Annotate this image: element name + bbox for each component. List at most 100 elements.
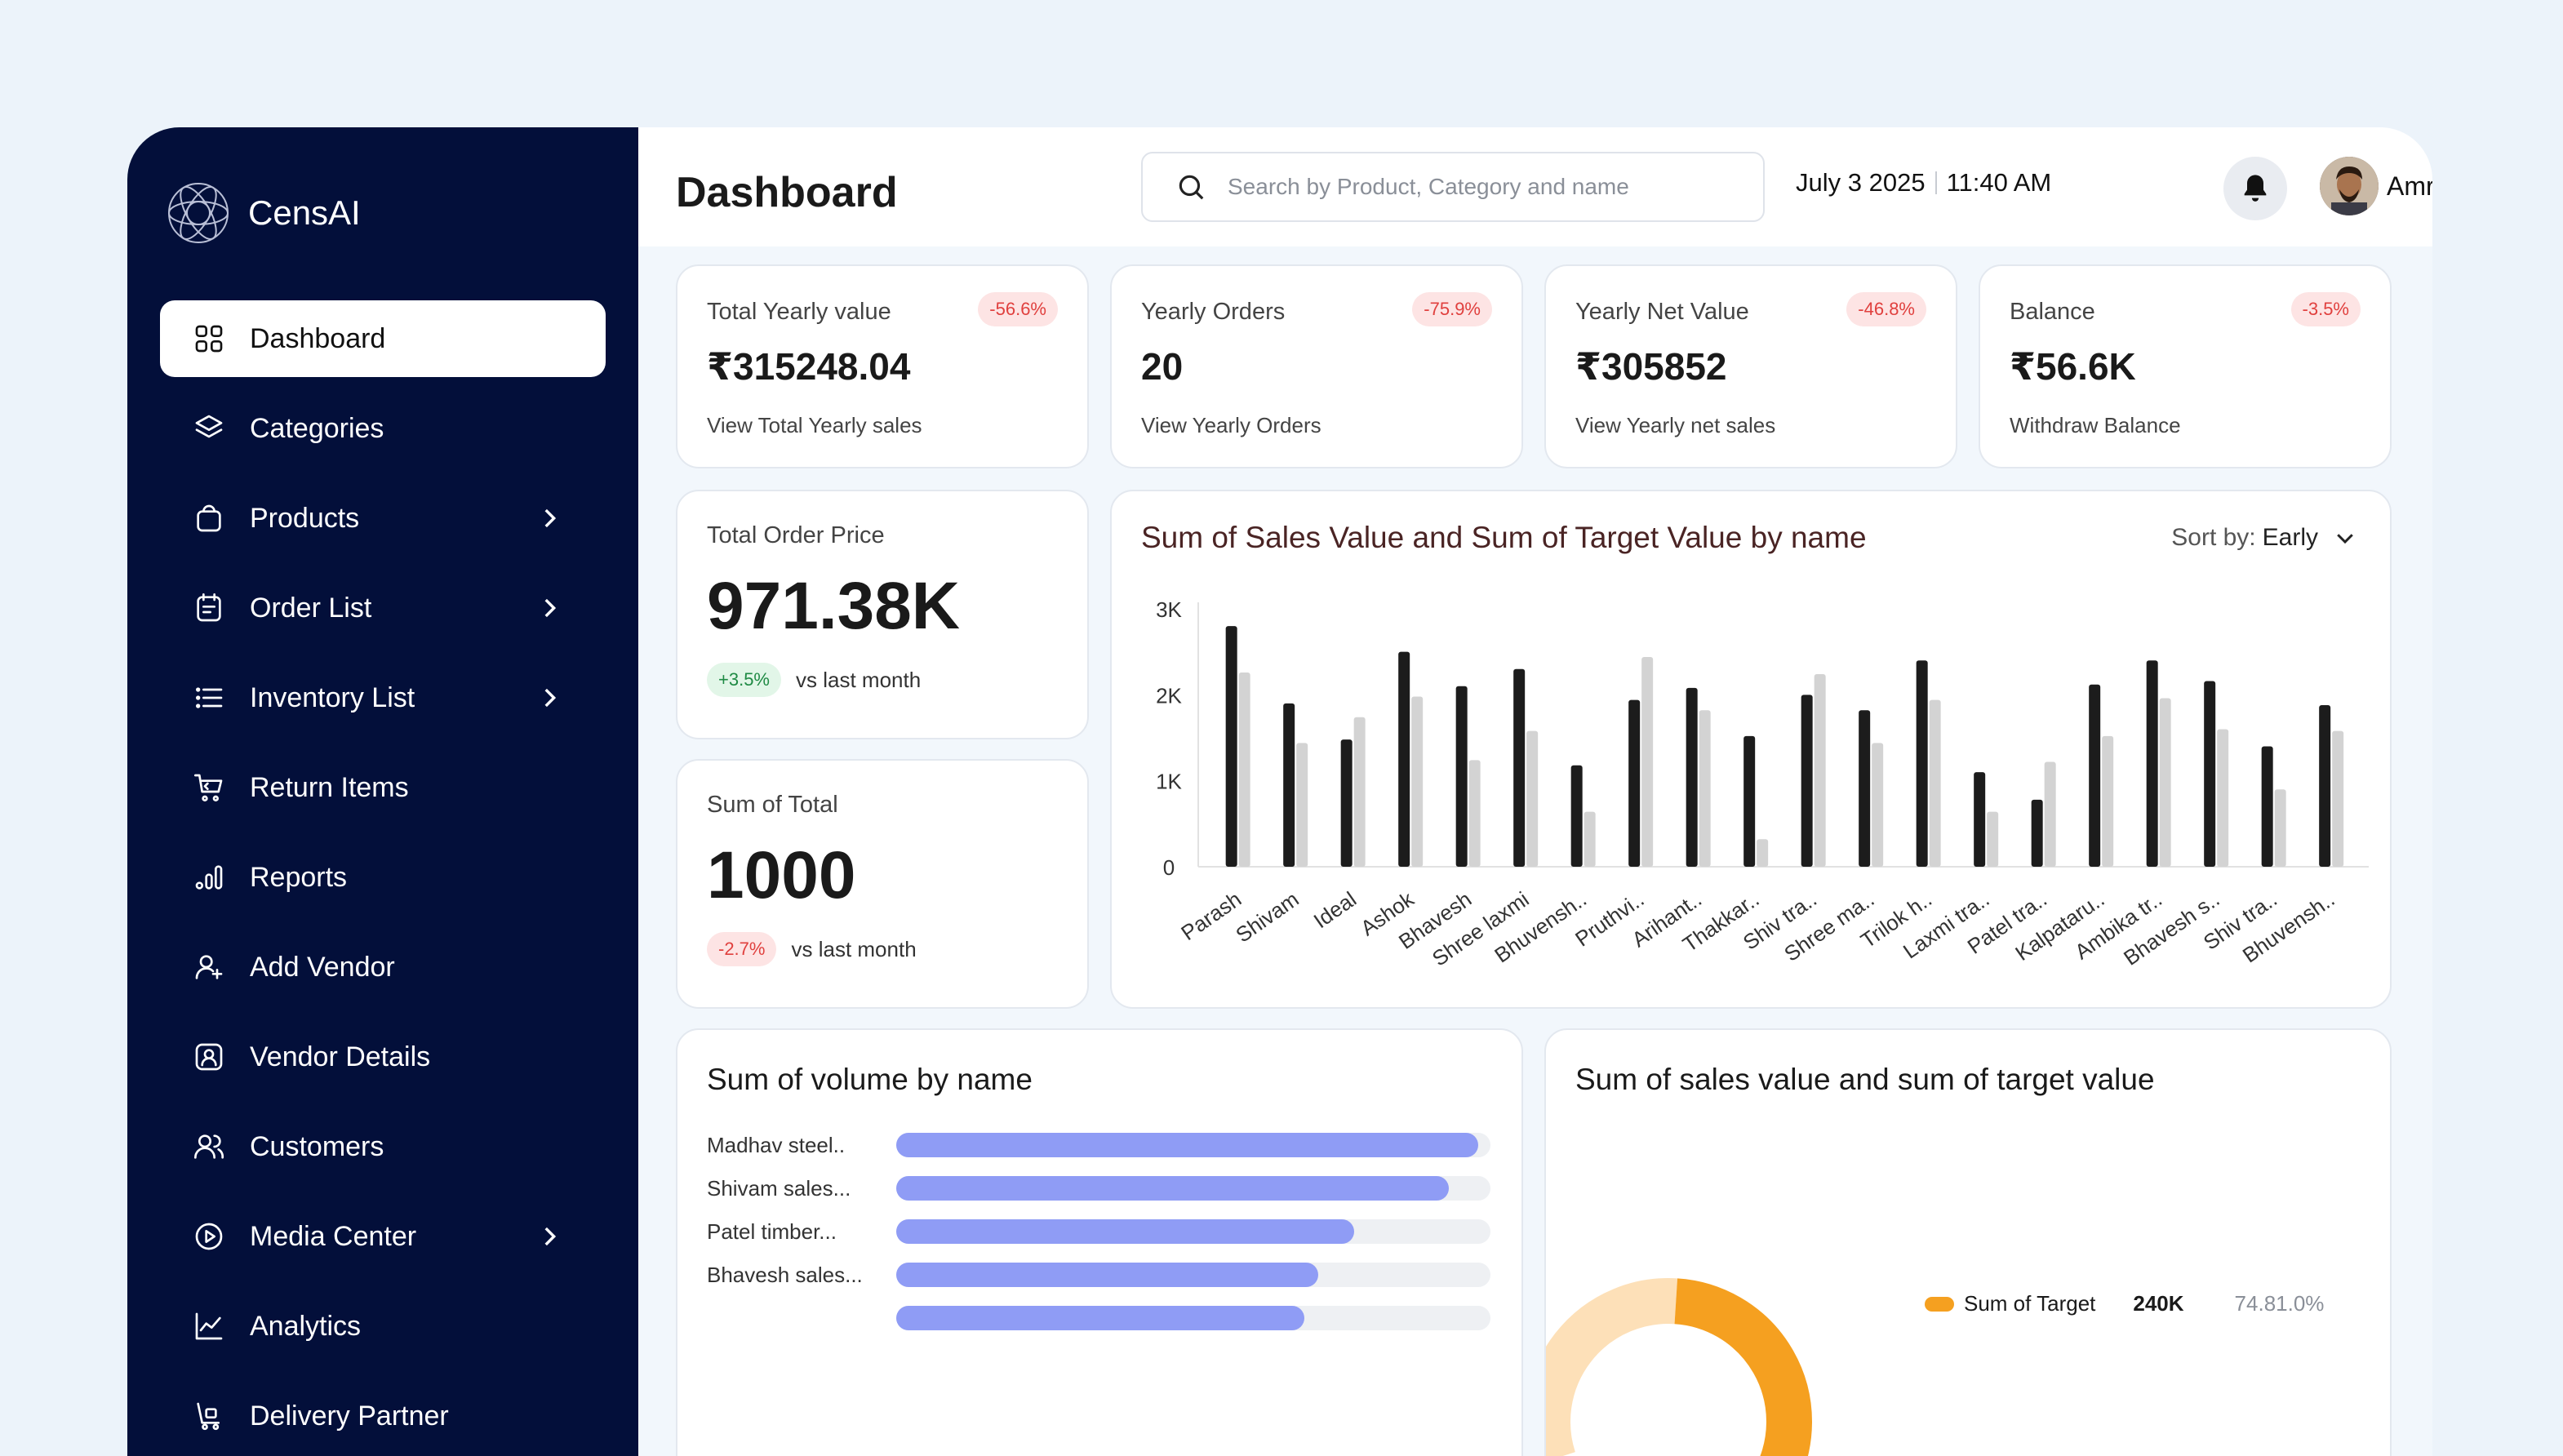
sidebar-item-customers[interactable]: Customers — [160, 1108, 606, 1185]
bar-sales — [1225, 626, 1237, 867]
bar-sales — [1283, 703, 1295, 867]
card-label: Sum of Total — [707, 792, 838, 818]
bar-sales — [2031, 799, 2043, 867]
kpi-label: Yearly Orders — [1141, 299, 1286, 325]
bar-sales — [1859, 710, 1871, 867]
search-input[interactable] — [1228, 174, 1717, 200]
sidebar-item-label: Vendor Details — [250, 1041, 431, 1072]
sidebar-item-order-list[interactable]: Order List — [160, 570, 606, 646]
list-icon — [193, 681, 225, 714]
bar-sales — [1916, 660, 1928, 867]
sidebar-item-label: Reports — [250, 861, 348, 893]
bar-target — [1699, 710, 1711, 867]
bar-chart-icon — [193, 861, 225, 894]
kpi-card-total-yearly[interactable]: Total Yearly value -56.6% ₹315248.04 Vie… — [676, 264, 1089, 468]
bar-target — [1238, 672, 1250, 867]
bar-target — [2102, 735, 2114, 867]
chevron-right-icon — [544, 688, 557, 708]
x-tick-label: Shivam — [1231, 886, 1303, 947]
volume-bar-row: Madhav steel.. — [707, 1131, 1490, 1159]
sidebar-item-label: Order List — [250, 592, 372, 624]
bar-fill — [896, 1263, 1318, 1287]
sidebar-item-label: Add Vendor — [250, 951, 395, 983]
x-tick-label: Ideal — [1309, 886, 1361, 933]
kpi-link[interactable]: View Total Yearly sales — [707, 413, 922, 437]
legend-value: 240K — [2133, 1291, 2184, 1316]
y-tick-label: 3K — [1156, 597, 1182, 622]
kpi-link[interactable]: View Yearly net sales — [1575, 413, 1776, 437]
legend-percent: 74.81.0% — [2234, 1291, 2325, 1316]
sidebar-item-label: Customers — [250, 1130, 384, 1162]
donut-segment-target — [1673, 1278, 1812, 1456]
brand[interactable]: CensAI — [162, 176, 361, 250]
kpi-card-yearly-net[interactable]: Yearly Net Value -46.8% ₹305852 View Yea… — [1544, 264, 1957, 468]
sum-of-total-card: Sum of Total 1000 -2.7% vs last month — [676, 759, 1089, 1009]
bar-target — [2332, 730, 2344, 867]
sidebar-item-analytics[interactable]: Analytics — [160, 1288, 606, 1365]
bar-target — [2044, 761, 2056, 867]
kpi-card-yearly-orders[interactable]: Yearly Orders -75.9% 20 View Yearly Orde… — [1110, 264, 1523, 468]
sidebar-item-media-center[interactable]: Media Center — [160, 1198, 606, 1275]
bar-target — [2274, 789, 2286, 867]
bar-sales — [1340, 739, 1353, 867]
bar-target — [2159, 698, 2171, 867]
bar-fill — [896, 1133, 1479, 1157]
calendar-list-icon — [193, 592, 225, 624]
sidebar-item-dashboard[interactable]: Dashboard — [160, 300, 606, 377]
chevron-down-icon — [2337, 534, 2353, 544]
donut-segment-sales — [1546, 1278, 1678, 1456]
page-title: Dashboard — [676, 169, 898, 216]
user-menu[interactable]: Amrendra — [2320, 157, 2432, 215]
sidebar-item-inventory-list[interactable]: Inventory List — [160, 659, 606, 736]
compare-text: vs last month — [791, 936, 917, 961]
layers-icon — [193, 412, 225, 445]
kpi-link[interactable]: Withdraw Balance — [2010, 413, 2181, 437]
app-shell: CensAI Dashboard Categories Products Order … — [127, 127, 2432, 1456]
bar-sales — [1628, 699, 1641, 867]
volume-bar-row — [707, 1304, 1490, 1332]
sort-dropdown[interactable]: Sort by: Early — [2171, 524, 2357, 552]
notifications-button[interactable] — [2223, 157, 2287, 220]
bar-target — [1526, 730, 1539, 867]
kpi-link[interactable]: View Yearly Orders — [1141, 413, 1321, 437]
donut-legend-item: Sum of Target 240K 74.81.0% — [1925, 1291, 2324, 1316]
bar-sales — [2146, 660, 2158, 867]
sales-target-donut-card: Sum of sales value and sum of target val… — [1544, 1028, 2392, 1456]
bar-sales — [1686, 687, 1698, 867]
total-order-price-card: Total Order Price 971.38K +3.5% vs last … — [676, 490, 1089, 739]
bar-fill — [896, 1219, 1354, 1244]
bar-target — [1987, 811, 1999, 867]
bar-sales — [1455, 686, 1468, 867]
bar-sales — [1974, 772, 1986, 867]
bar-sales — [1570, 765, 1583, 867]
sidebar-item-reports[interactable]: Reports — [160, 839, 606, 916]
user-plus-icon — [193, 951, 225, 983]
bar-target — [1641, 656, 1654, 867]
sidebar-item-label: Media Center — [250, 1220, 417, 1252]
sidebar-item-add-vendor[interactable]: Add Vendor — [160, 929, 606, 1005]
bar-sales — [1513, 668, 1526, 867]
kpi-label: Yearly Net Value — [1575, 299, 1749, 325]
sidebar-item-vendor-details[interactable]: Vendor Details — [160, 1019, 606, 1095]
bar-target — [1584, 811, 1596, 867]
change-badge: -56.6% — [978, 292, 1058, 326]
sidebar-item-products[interactable]: Products — [160, 480, 606, 557]
bar-target — [1411, 696, 1424, 867]
sidebar-item-categories[interactable]: Categories — [160, 390, 606, 467]
panel-title: Sum of sales value and sum of target val… — [1575, 1063, 2155, 1096]
bar-target — [1353, 717, 1366, 867]
kpi-label: Balance — [2010, 299, 2095, 325]
search-box[interactable] — [1141, 152, 1765, 222]
kpi-card-balance[interactable]: Balance -3.5% ₹56.6K Withdraw Balance — [1979, 264, 2392, 468]
kpi-value: ₹305852 — [1575, 345, 1727, 388]
sidebar-item-delivery-partner[interactable]: Delivery Partner — [160, 1378, 606, 1454]
topbar: July 3 2025 11:40 AM Amrendra — [638, 127, 2432, 246]
user-name: Amrendra — [2387, 171, 2432, 201]
y-tick-label: 0 — [1163, 855, 1175, 880]
brand-name: CensAI — [248, 193, 361, 232]
bar-sales — [1398, 651, 1410, 867]
sidebar-item-return-items[interactable]: Return Items — [160, 749, 606, 826]
kpi-label: Total Yearly value — [707, 299, 891, 325]
bar-target — [1757, 839, 1769, 867]
